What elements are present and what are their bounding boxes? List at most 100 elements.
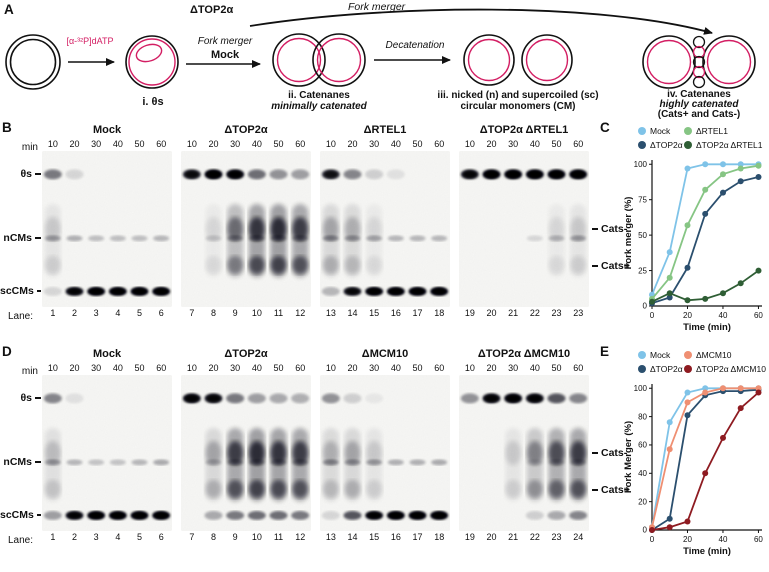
panel-d: D min Mock 10 20 30 40 50 60 1 2 3 4 5 6 ΔTOP2α 10 20 30… (0, 344, 632, 556)
lane-number: 4 (115, 532, 121, 542)
band-label-thetas: θs (0, 168, 41, 180)
time-row: 10 20 30 40 50 60 (42, 362, 172, 374)
lane-row: 1 2 3 4 5 6 (42, 307, 172, 319)
data-point (702, 385, 709, 392)
gel-group-title: ΔTOP2α ΔRTEL1 (479, 124, 569, 136)
lane-number: 15 (369, 532, 380, 542)
theta-structure (125, 35, 179, 89)
svg-text:60: 60 (638, 441, 647, 450)
series-line (651, 163, 759, 296)
gel-group-title: ΔMCM10 (361, 348, 409, 360)
time-value: 40 (251, 363, 262, 373)
stage-iii-caption-2: circular monomers (CM) (460, 101, 576, 112)
lane-number: 16 (390, 308, 401, 318)
band-label-thetas: θs (0, 392, 41, 404)
gel-group-title: Mock (92, 124, 122, 136)
legend-label: ΔTOP2α ΔRTEL1 (696, 140, 763, 150)
lane-row: 13 14 15 16 17 18 (320, 531, 450, 543)
lane-row: 19 20 21 22 23 24 (459, 531, 589, 543)
time-value: 50 (134, 363, 145, 373)
time-value: 20 (69, 363, 80, 373)
gel-group-title: ΔTOP2α (224, 124, 268, 136)
tick-dash (35, 237, 41, 239)
series-line (651, 391, 760, 531)
gel-group: ΔTOP2α 10 20 30 40 50 60 7 8 9 10 11 12 (181, 124, 311, 319)
tick-dash (592, 228, 598, 230)
svg-text:60: 60 (754, 311, 763, 320)
chart-e: 0 20 40 60 80 100 0 20 40 60 Time (min) Fork Merger… (623, 384, 763, 557)
data-point (720, 385, 726, 392)
data-point (684, 264, 691, 271)
band-label-cats-plus: Cats+ (592, 484, 630, 496)
stage-ii-caption-1: ii. Catenanes (288, 90, 350, 101)
lane-number: 10 (251, 308, 262, 318)
panel-a-label: A (4, 2, 14, 17)
lane-number: 1 (50, 532, 56, 542)
legend-item: ΔTOP2α ΔMCM10 (684, 364, 766, 374)
time-value: 20 (347, 363, 358, 373)
time-value: 10 (325, 363, 336, 373)
gel-blot (320, 375, 450, 531)
band-label-ncms: nCMs (0, 456, 41, 468)
gel-groups-d: Mock 10 20 30 40 50 60 1 2 3 4 5 6 ΔTOP2α 10 20 30 40 50 60… (42, 348, 590, 548)
time-value: 10 (47, 363, 58, 373)
circular-monomers (463, 34, 573, 86)
svg-text:0: 0 (643, 302, 648, 311)
stage-i-caption: i. θs (142, 96, 164, 108)
panel-b: B min Mock 10 20 30 40 50 60 1 2 3 4 5 6 ΔTOP2α 10 20 30… (0, 120, 632, 332)
x-axis-title: Time (min) (683, 322, 731, 333)
highly-catenated-catenanes (642, 35, 756, 89)
panel-b-label: B (2, 120, 12, 135)
lane-row: 19 20 21 22 23 23 (459, 307, 589, 319)
legend-label: ΔMCM10 (696, 350, 732, 360)
gel-group-title: ΔTOP2α (224, 348, 268, 360)
data-point (702, 389, 709, 396)
data-point (666, 274, 673, 281)
time-row: 10 20 30 40 50 60 (320, 362, 450, 374)
time-value: 50 (412, 139, 423, 149)
legend-label: Mock (650, 126, 671, 136)
data-point (720, 434, 726, 441)
lane-row: 7 8 9 10 11 12 (181, 531, 311, 543)
gel-blot (459, 151, 589, 307)
time-value: 20 (486, 363, 497, 373)
gel-group: ΔMCM10 10 20 30 40 50 60 13 14 15 16 17 18 (320, 348, 450, 543)
gel-blot (320, 151, 450, 307)
time-row: 10 20 30 40 50 60 (42, 138, 172, 150)
lane-number: 17 (412, 532, 423, 542)
time-value: 30 (369, 363, 380, 373)
svg-text:25: 25 (638, 266, 647, 275)
time-value: 30 (230, 363, 241, 373)
panel-e: E Mock ΔTOP2α ΔMCM10 ΔTOP2α ΔMCM10 0 20 40 60 8… (596, 344, 769, 570)
lane-number: 5 (137, 308, 143, 318)
data-point (649, 527, 655, 533)
data-point (684, 222, 691, 229)
fork-merger-label: Fork merger (197, 36, 253, 47)
legend-dot (684, 127, 692, 135)
fork-merger-top-label: Fork merger (348, 1, 406, 13)
time-row: 10 20 30 40 50 60 (459, 138, 589, 150)
legend-item: ΔTOP2α (638, 140, 683, 150)
time-value: 20 (347, 139, 358, 149)
legend-label: ΔTOP2α (650, 364, 683, 374)
time-value: 60 (156, 363, 167, 373)
svg-text:0: 0 (650, 535, 655, 544)
tick-dash (35, 173, 41, 175)
lane-row: 1 2 3 4 5 6 (42, 531, 172, 543)
time-value: 50 (134, 139, 145, 149)
catenane-dimers (272, 33, 366, 87)
gel-group: ΔTOP2α 10 20 30 40 50 60 7 8 9 10 11 12 (181, 348, 311, 543)
top2a-bypass-arrow (249, 8, 713, 35)
data-point (666, 249, 673, 256)
time-value: 60 (573, 139, 584, 149)
time-value: 40 (390, 139, 401, 149)
time-value: 30 (369, 139, 380, 149)
gel-blot (181, 151, 311, 307)
lane-number: 6 (158, 308, 164, 318)
tick-dash (35, 461, 41, 463)
time-value: 40 (529, 139, 540, 149)
time-value: 60 (434, 363, 445, 373)
svg-text:40: 40 (638, 469, 647, 478)
panel-c-label: C (600, 120, 610, 135)
legend-label: ΔTOP2α ΔMCM10 (696, 364, 766, 374)
